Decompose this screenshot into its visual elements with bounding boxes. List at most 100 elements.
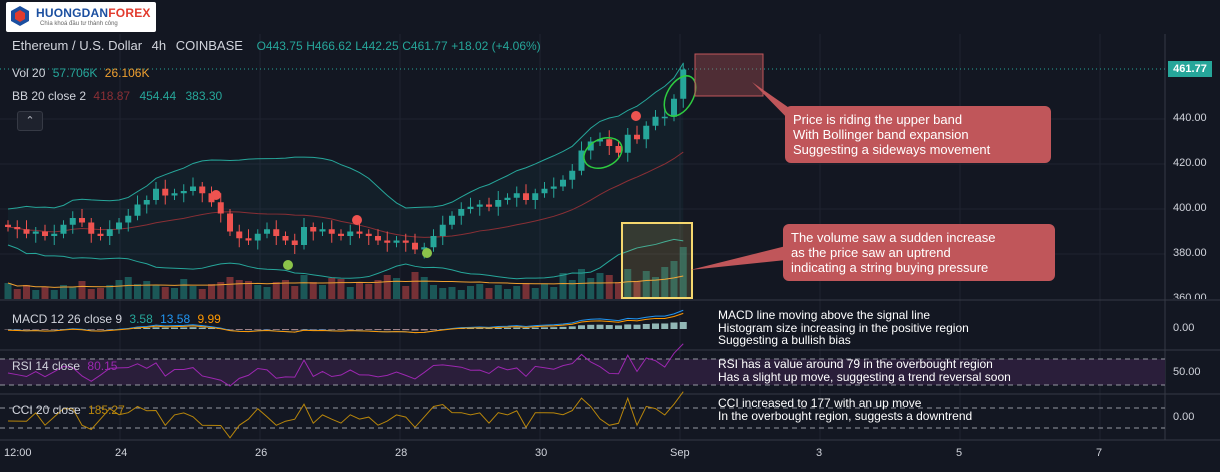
candle-body (227, 213, 233, 232)
annotation-line: Has a slight up move, suggesting a trend… (718, 369, 1011, 384)
bb-lower-line (7, 238, 684, 280)
candle-body (88, 222, 95, 234)
volume-bar (115, 280, 123, 299)
candle-body (310, 227, 317, 232)
highlight-ellipse (663, 75, 697, 117)
volume-bar (50, 290, 58, 299)
symbol-header[interactable]: Ethereum / U.S. Dollar 4h COINBASE O443.… (12, 38, 541, 53)
candle-body (301, 227, 307, 245)
candle-body (69, 218, 76, 225)
time-axis-label: 12:00 (4, 447, 32, 459)
candle-body (51, 233, 58, 236)
cci-legend-label: CCI 20 close (12, 403, 81, 417)
macd-histogram-bar (319, 329, 326, 330)
brand-tagline: Chìa khoá đầu tư thành công (40, 21, 118, 27)
note-line: The volume saw a sudden increase (791, 230, 996, 245)
volume-bar (504, 289, 511, 299)
macd-histogram-bar (23, 329, 30, 330)
time-axis-label: 30 (535, 447, 548, 459)
macd-histogram-bar (254, 329, 262, 330)
annotation-line: Suggesting a bullish bias (718, 333, 851, 347)
candle-body (513, 193, 520, 198)
macd-histogram-bar (485, 328, 493, 329)
annotation-line: RSI has a value around 79 in the overbou… (718, 357, 993, 371)
volume-bar (235, 280, 243, 299)
volume-bar (189, 286, 197, 299)
price-axis-label: 380.00 (1173, 247, 1207, 259)
candle-body (467, 206, 474, 209)
chevron-up-icon: ⌃ (25, 115, 35, 127)
symbol-name[interactable]: Ethereum / U.S. Dollar (12, 38, 143, 53)
candle-body (171, 193, 178, 196)
candle-body (180, 191, 187, 194)
volume-bar (60, 285, 67, 299)
macd-histogram-bar (32, 329, 40, 330)
upper-band-box (694, 53, 764, 97)
macd-histogram-bar (624, 324, 632, 329)
macd-histogram-bar (393, 329, 400, 331)
macd-histogram-bar (596, 324, 604, 329)
volume-bar (282, 280, 289, 299)
ohlc-close: C461.77 (402, 39, 448, 53)
volume-bar (578, 269, 585, 299)
cci-legend[interactable]: CCI 20 close 185.27 (12, 403, 125, 417)
bb-basis-value: 418.87 (93, 89, 131, 103)
interval[interactable]: 4h (151, 38, 167, 53)
collapse-legend-button[interactable]: ⌃ (17, 111, 43, 131)
rsi-value: 80.15 (87, 359, 118, 373)
volume-bar (41, 287, 49, 299)
macd-histogram-bar (411, 329, 419, 331)
volume-bar (615, 282, 622, 299)
note-line: indicating a string buying pressure (791, 260, 989, 275)
volume-bar (198, 289, 206, 299)
volume-bar (272, 282, 280, 299)
volume-bar (485, 288, 493, 299)
volume-bar (550, 287, 558, 299)
macd-histogram-bar (245, 329, 252, 331)
macd-legend[interactable]: MACD 12 26 close 9 3.58 13.58 9.99 (12, 312, 221, 326)
macd-histogram-bar (152, 327, 160, 329)
candle-body (143, 200, 150, 205)
rsi-annotation: RSI has a value around 79 in the overbou… (718, 358, 1011, 383)
volume-bar (171, 288, 178, 299)
ohlc-open: O443.75 (256, 39, 303, 53)
volume-bar (448, 287, 456, 299)
rsi-legend[interactable]: RSI 14 close 80.15 (12, 359, 117, 373)
annotation-line: In the overbought region, suggests a dow… (718, 408, 973, 423)
volume-bar (383, 275, 391, 299)
macd-histogram-bar (670, 322, 678, 329)
macd-histogram-bar (309, 329, 317, 330)
price-axis-label: 440.00 (1173, 112, 1207, 124)
candle-body (60, 224, 67, 234)
volume-bar (476, 284, 484, 299)
oscillators (4, 309, 687, 439)
candle-body (384, 240, 391, 243)
bb-legend[interactable]: BB 20 close 2 418.87 454.44 383.30 (12, 89, 222, 103)
macd-histogram-bar (541, 327, 548, 329)
candle-body (393, 240, 400, 243)
volume-bar (180, 279, 188, 299)
volume-bar (245, 281, 252, 299)
candle-body (402, 240, 409, 243)
pane-separators[interactable] (0, 34, 1220, 441)
candle-body (106, 229, 113, 236)
candle-body (125, 215, 132, 223)
bb-upper-value: 454.44 (139, 89, 177, 103)
candle-body (338, 233, 344, 236)
volume-bar (494, 285, 502, 299)
candle-body (652, 116, 659, 126)
volume-legend[interactable]: Vol 20 57.706K 26.106K (12, 66, 150, 80)
volume-bar (346, 287, 354, 299)
candle-body (643, 125, 650, 140)
candle-body (661, 116, 668, 119)
candle-body (541, 188, 548, 194)
bb-lower-value: 383.30 (185, 89, 223, 103)
time-axis-label: Sep (670, 447, 690, 459)
volume-ma-line (7, 275, 684, 288)
macd-histogram-bar (282, 329, 289, 331)
cci-axis-label: 0.00 (1173, 411, 1195, 423)
cci-line (7, 391, 684, 439)
volume-bar (605, 275, 613, 299)
candle-body (116, 222, 122, 230)
volume-bar (420, 277, 428, 299)
